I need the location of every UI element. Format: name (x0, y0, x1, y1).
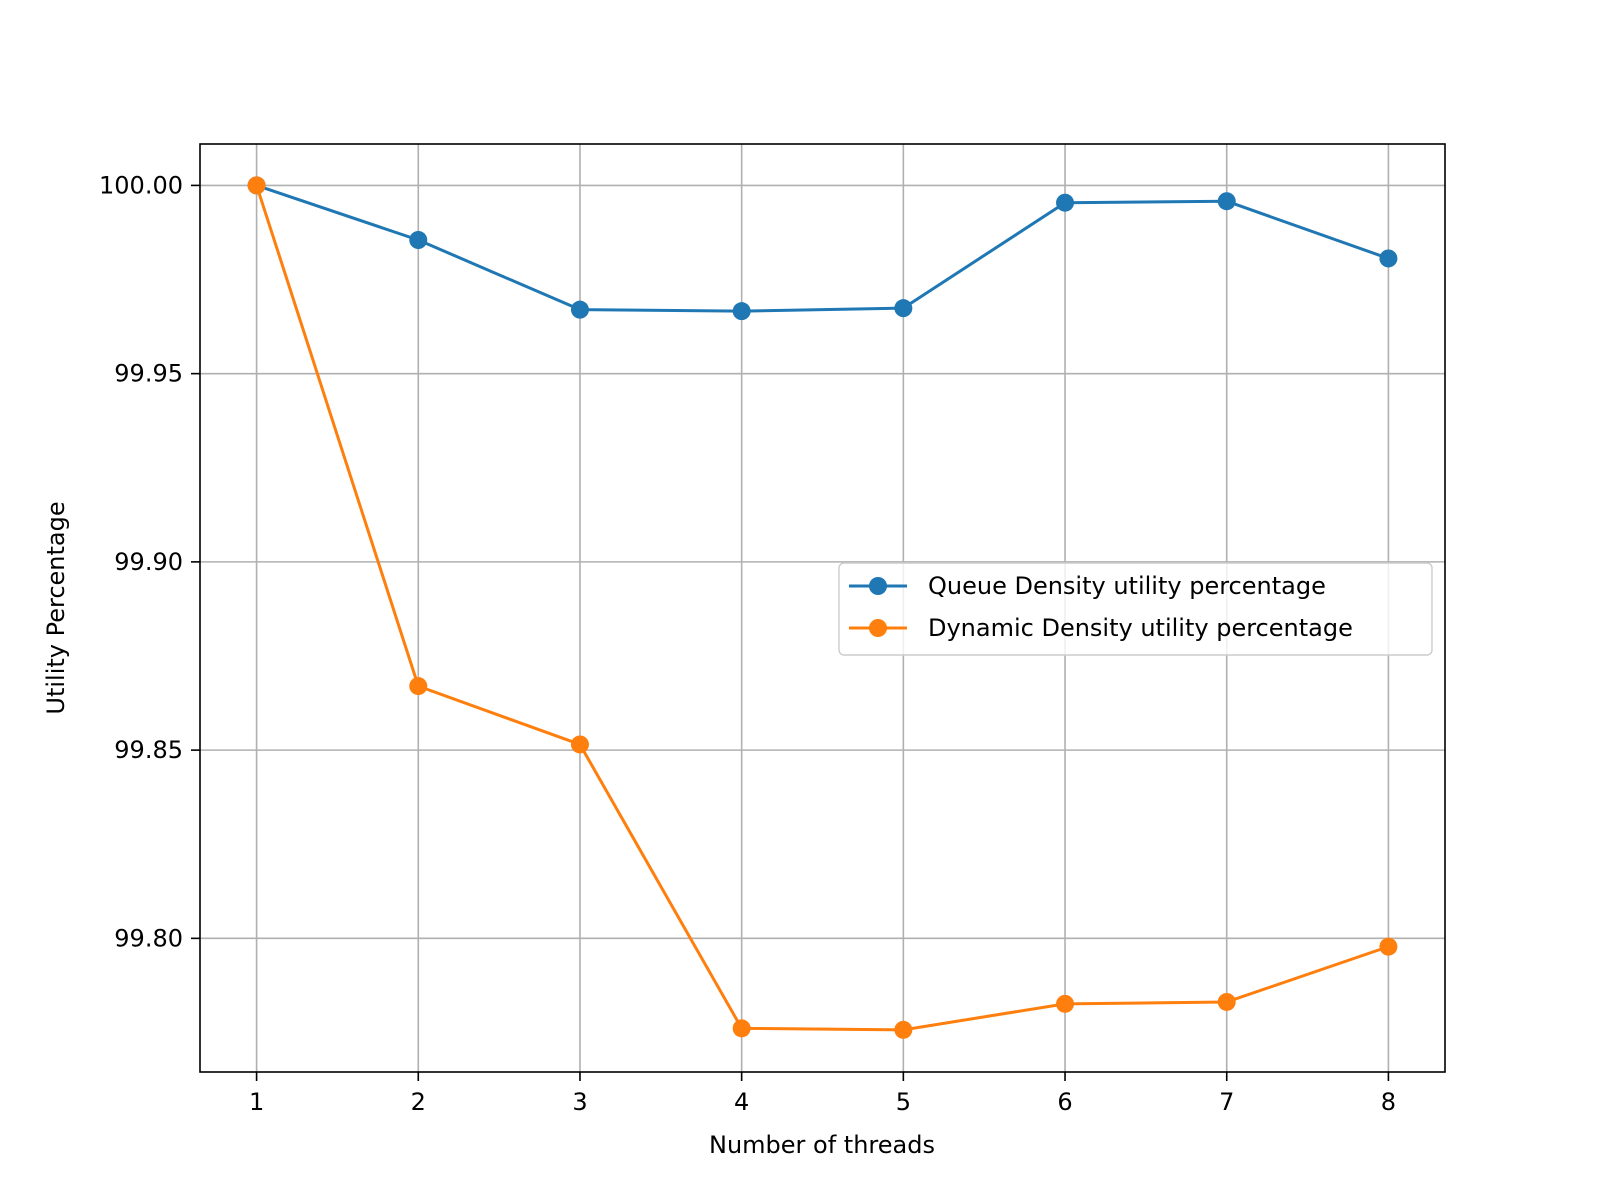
x-tick-label: 1 (249, 1088, 264, 1116)
series-1-point (1379, 937, 1398, 956)
legend-box (838, 562, 1433, 656)
series-0-point (570, 300, 589, 319)
series-1-point (409, 677, 428, 696)
series-1-point (1056, 994, 1075, 1013)
y-tick-label: 99.80 (114, 924, 183, 952)
series-0-point (1379, 249, 1398, 268)
series-1-point (247, 176, 266, 195)
series-1-point (1217, 992, 1236, 1011)
series-line-1 (255, 184, 1389, 1032)
y-tick-label: 99.95 (114, 360, 183, 388)
series-0-point (1217, 192, 1236, 211)
series-line-0 (256, 183, 1389, 313)
y-axis-label: Utility Percentage (42, 501, 70, 714)
series-0-point (1056, 193, 1075, 212)
series-0-point (894, 299, 913, 318)
plot-area-frame (199, 143, 1446, 1073)
x-tick-label: 5 (896, 1088, 911, 1116)
legend-label-dynamic: Dynamic Density utility percentage (928, 614, 1353, 642)
series-0-point (732, 302, 751, 321)
y-tick-label: 99.90 (114, 548, 183, 576)
series-1-point (570, 735, 589, 754)
legend-marker-dynamic (869, 619, 887, 637)
grid (200, 144, 1445, 1072)
x-tick-label: 7 (1219, 1088, 1234, 1116)
x-axis-label: Number of threads (709, 1131, 935, 1159)
legend-marker-queue (869, 577, 887, 595)
x-tick-label: 2 (411, 1088, 426, 1116)
ticks: 1 2 3 4 5 6 7 8 99.80 99.85 99.90 99.95 100.00 (99, 171, 1396, 1116)
y-tick-label: 99.85 (114, 736, 183, 764)
series-0-point (409, 231, 428, 249)
x-tick-label: 8 (1381, 1088, 1396, 1116)
x-tick-label: 4 (734, 1088, 749, 1116)
legend: Queue Density utility percentage Dynamic… (838, 562, 1433, 656)
series-1-point (732, 1019, 751, 1038)
y-tick-label: 100.00 (99, 171, 183, 199)
x-tick-label: 3 (572, 1088, 587, 1116)
series-layer (247, 176, 1398, 1039)
series-1-point (894, 1020, 913, 1039)
x-tick-label: 6 (1057, 1088, 1072, 1116)
legend-label-queue: Queue Density utility percentage (928, 572, 1326, 600)
